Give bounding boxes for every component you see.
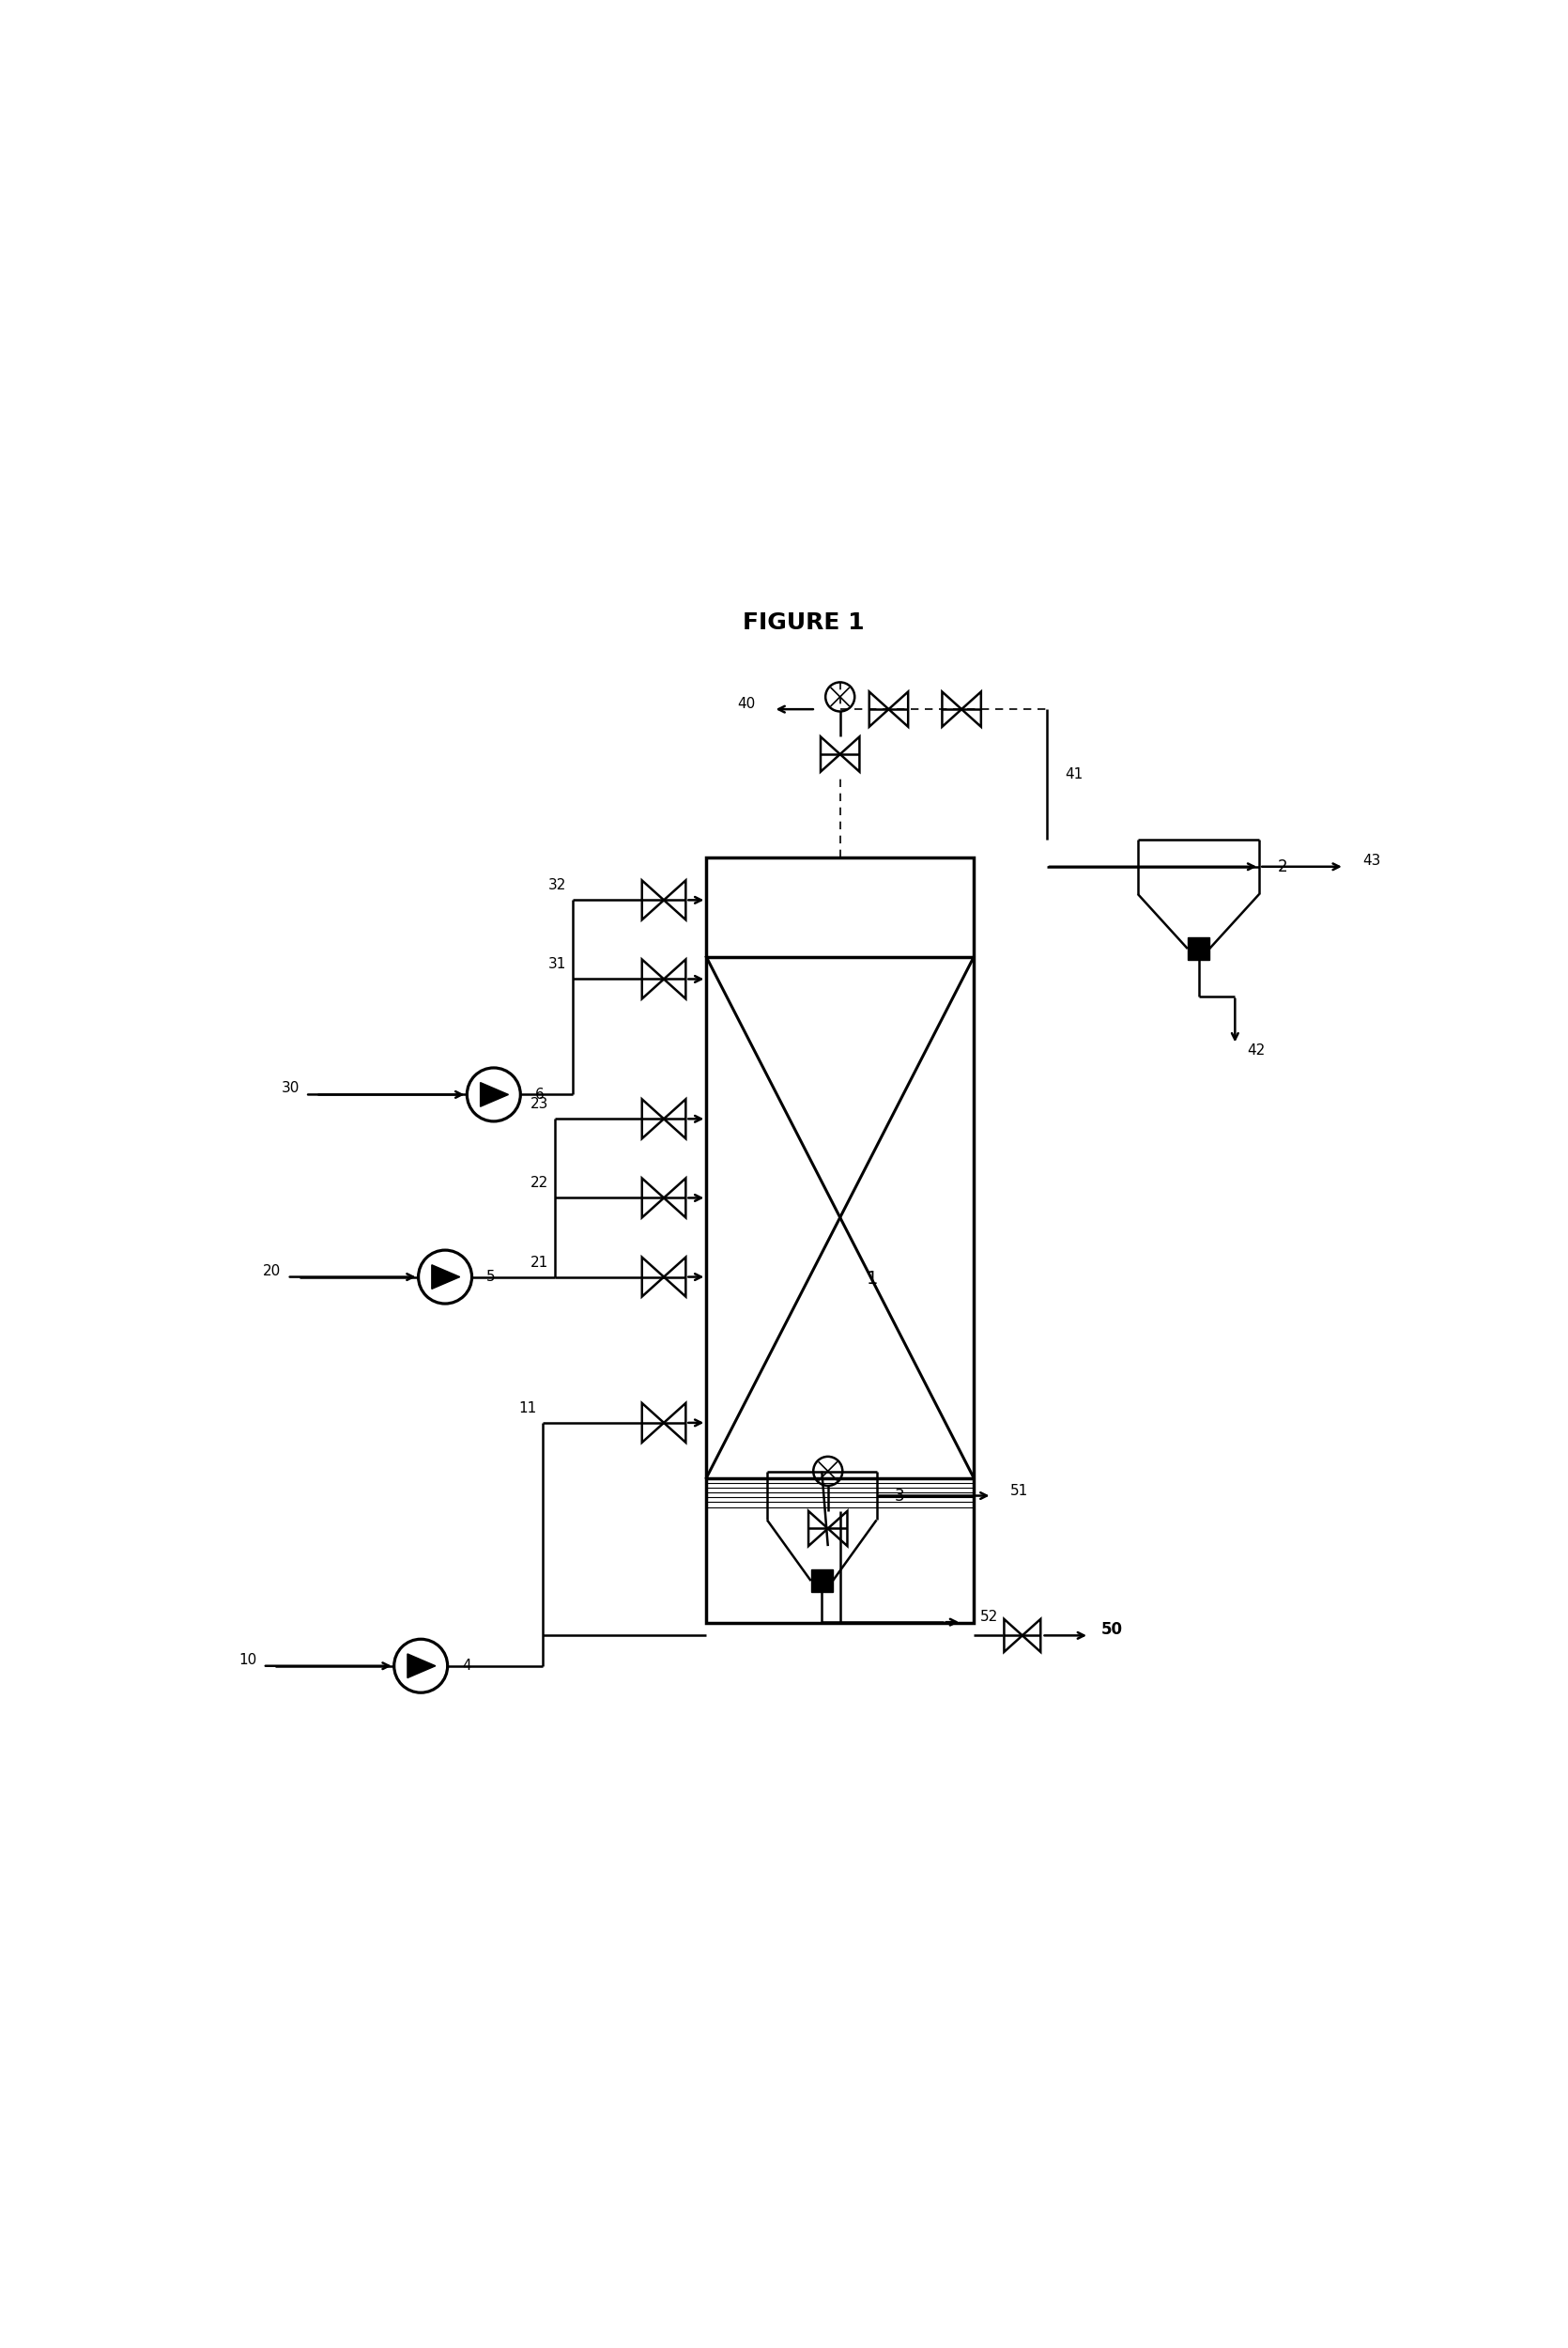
Text: 10: 10 xyxy=(238,1653,257,1667)
Text: FIGURE 1: FIGURE 1 xyxy=(743,613,864,634)
Circle shape xyxy=(814,1456,842,1486)
Bar xyxy=(811,1571,833,1592)
Polygon shape xyxy=(641,1404,663,1442)
Text: 4: 4 xyxy=(463,1658,470,1672)
Polygon shape xyxy=(663,1179,685,1219)
Text: 6: 6 xyxy=(535,1087,544,1101)
Text: 31: 31 xyxy=(549,958,566,972)
Polygon shape xyxy=(1004,1620,1022,1653)
Bar xyxy=(706,857,974,1622)
Text: 42: 42 xyxy=(1247,1045,1265,1059)
Text: 11: 11 xyxy=(517,1402,536,1416)
Polygon shape xyxy=(961,693,982,728)
Polygon shape xyxy=(820,737,840,772)
Polygon shape xyxy=(828,1512,847,1545)
Polygon shape xyxy=(942,693,961,728)
Polygon shape xyxy=(663,1404,685,1442)
Text: 30: 30 xyxy=(281,1082,299,1097)
Polygon shape xyxy=(663,1256,685,1296)
Bar xyxy=(1187,937,1209,960)
Polygon shape xyxy=(663,880,685,920)
Text: 3: 3 xyxy=(895,1486,905,1505)
Circle shape xyxy=(825,683,855,711)
Text: 22: 22 xyxy=(530,1176,549,1190)
Polygon shape xyxy=(663,960,685,998)
Polygon shape xyxy=(641,880,663,920)
Polygon shape xyxy=(480,1082,508,1106)
Polygon shape xyxy=(408,1653,436,1679)
Text: 23: 23 xyxy=(530,1097,549,1111)
Text: 5: 5 xyxy=(486,1270,495,1284)
Circle shape xyxy=(467,1068,521,1122)
Text: 50: 50 xyxy=(1101,1620,1123,1639)
Circle shape xyxy=(419,1249,472,1303)
Text: 43: 43 xyxy=(1363,855,1381,869)
Circle shape xyxy=(394,1639,447,1693)
Text: 2: 2 xyxy=(1278,859,1287,876)
Polygon shape xyxy=(641,1179,663,1219)
Text: 51: 51 xyxy=(1010,1484,1029,1498)
Text: 52: 52 xyxy=(980,1611,997,1625)
Text: 41: 41 xyxy=(1065,768,1083,782)
Polygon shape xyxy=(809,1512,828,1545)
Polygon shape xyxy=(663,1099,685,1139)
Polygon shape xyxy=(431,1266,459,1289)
Polygon shape xyxy=(889,693,908,728)
Polygon shape xyxy=(1022,1620,1041,1653)
Polygon shape xyxy=(869,693,889,728)
Text: 32: 32 xyxy=(549,878,566,892)
Polygon shape xyxy=(641,1099,663,1139)
Text: 40: 40 xyxy=(737,697,756,711)
Text: 20: 20 xyxy=(263,1263,281,1277)
Text: 21: 21 xyxy=(530,1256,549,1270)
Polygon shape xyxy=(641,1256,663,1296)
Text: 1: 1 xyxy=(867,1270,878,1287)
Polygon shape xyxy=(840,737,859,772)
Polygon shape xyxy=(641,960,663,998)
